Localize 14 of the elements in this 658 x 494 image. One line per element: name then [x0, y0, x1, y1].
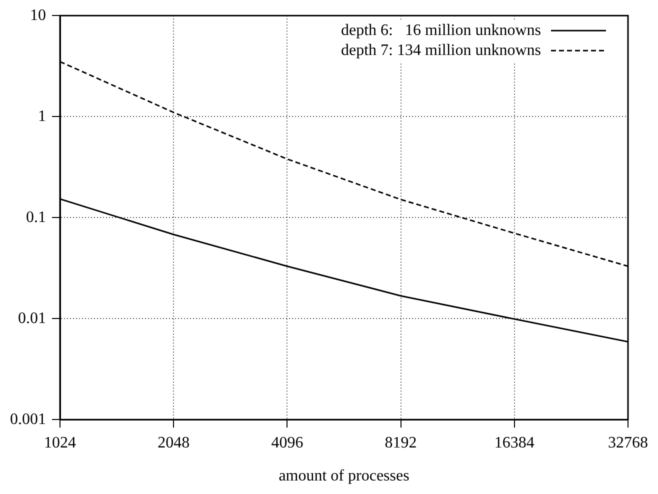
- y-tick-label: 1: [38, 108, 46, 125]
- x-tick-label: 32768: [608, 434, 648, 452]
- y-tick-label: 10: [30, 6, 46, 24]
- y-tick-label: 0.01: [18, 310, 46, 327]
- x-tick-label: 2048: [158, 434, 190, 452]
- legend-label: depth 7: 134 million unknowns: [341, 42, 541, 59]
- x-tick-label: 16384: [494, 434, 534, 452]
- y-tick-label: 0.001: [10, 410, 46, 428]
- y-tick-label: 0.1: [26, 208, 46, 226]
- x-tick-label: 1024: [44, 434, 76, 452]
- x-axis-title: amount of processes: [278, 468, 410, 485]
- x-tick-label: 4096: [271, 434, 304, 452]
- x-tick-label: 8192: [384, 434, 417, 452]
- legend-label: depth 6: 16 million unknowns: [341, 22, 541, 39]
